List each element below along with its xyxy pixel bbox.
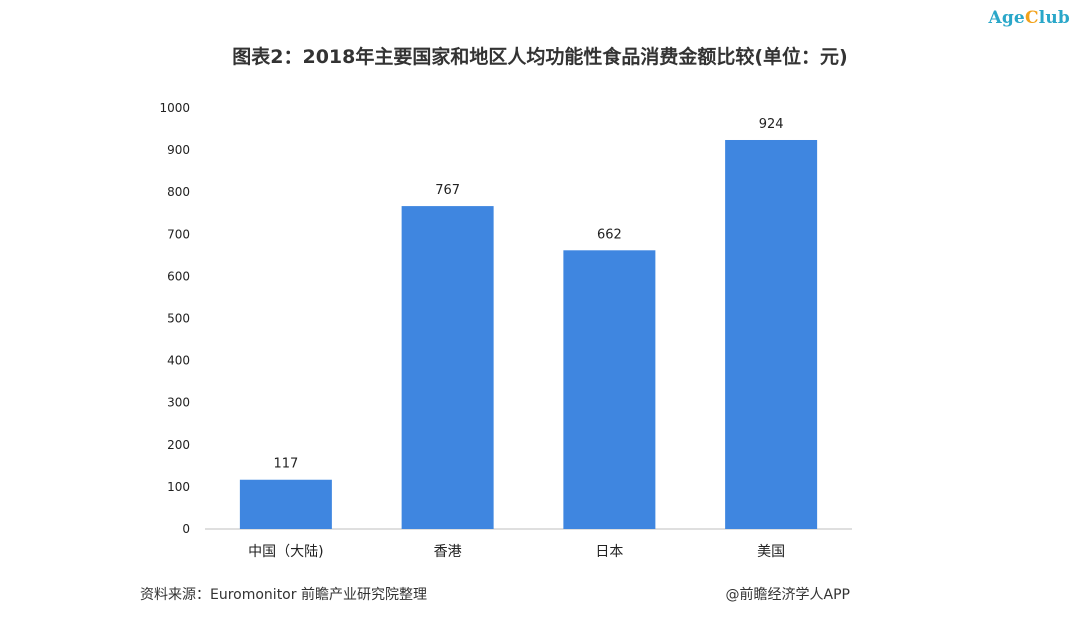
bar	[725, 139, 818, 529]
y-tick-label: 500	[167, 312, 190, 326]
x-tick-label: 日本	[595, 544, 623, 560]
data-label: 924	[759, 117, 784, 132]
bar	[401, 206, 494, 529]
y-tick-label: 300	[167, 396, 190, 410]
ageclub-logo: AgeClub	[988, 8, 1070, 28]
y-tick-label: 800	[167, 185, 190, 199]
credit-note: @前瞻经济学人APP	[725, 587, 850, 603]
data-label: 117	[273, 457, 298, 472]
y-tick-label: 100	[167, 480, 190, 494]
y-tick-label: 1000	[159, 101, 190, 115]
x-tick-label: 中国（大陆)	[248, 544, 323, 560]
x-tick-label: 美国	[757, 544, 785, 560]
chart-title: 图表2：2018年主要国家和地区人均功能性食品消费金额比较(单位：元)	[232, 46, 848, 68]
bar	[239, 479, 332, 529]
data-label: 662	[597, 227, 622, 242]
y-tick-label: 400	[167, 354, 190, 368]
y-tick-label: 700	[167, 227, 190, 241]
data-label: 767	[435, 183, 460, 198]
x-tick-label: 香港	[434, 544, 462, 560]
bar	[563, 250, 656, 529]
y-tick-label: 0	[182, 522, 190, 536]
y-tick-label: 600	[167, 269, 190, 283]
source-note: 资料来源：Euromonitor 前瞻产业研究院整理	[140, 587, 427, 603]
y-tick-label: 900	[167, 143, 190, 157]
y-tick-label: 200	[167, 438, 190, 452]
